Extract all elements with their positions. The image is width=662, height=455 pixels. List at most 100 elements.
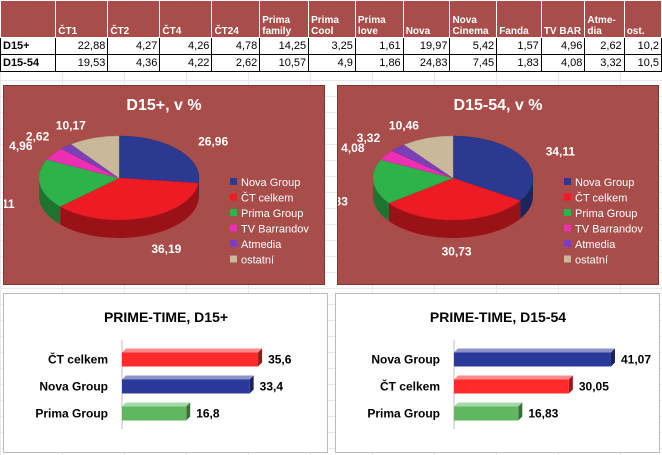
legend-entry[interactable]: ČT celkem (241, 192, 293, 205)
table-cell[interactable]: 2,62 (211, 54, 261, 72)
pie-slice-prima-group[interactable] (372, 159, 454, 204)
table-corner-cell (0, 0, 57, 38)
legend-entry[interactable]: Prima Group (575, 208, 637, 220)
table-cell[interactable]: 1,57 (496, 37, 542, 55)
table-cell[interactable]: 4,08 (540, 54, 586, 72)
column-header: Nova (402, 0, 451, 38)
table-cell[interactable]: 4,78 (211, 37, 261, 55)
chart-title: D15-54, v % (454, 97, 543, 114)
table-cell[interactable]: 14,25 (259, 37, 310, 55)
legend-entry[interactable]: TV Barrandov (241, 224, 309, 236)
legend-entry[interactable]: Nova Group (241, 177, 300, 189)
table-cell[interactable]: 3,25 (308, 37, 356, 55)
legend-swatch (564, 193, 571, 201)
table-cell[interactable]: 4,27 (107, 37, 161, 55)
bar-side-face (610, 348, 615, 367)
legend-swatch (564, 178, 571, 185)
pie-chart-canvas: D15+, v % 26,96 36,19 19,11 4,962,62 10,17 Nov… (4, 97, 309, 267)
pie-chart-canvas: D15-54, v % 34,11 30,73 17,33 4,083,32 10,46 N… (338, 97, 643, 267)
bar-top-face (454, 348, 615, 353)
table-cell[interactable]: 24,83 (402, 54, 451, 72)
bar-data-label: 33,4 (260, 380, 284, 394)
table-cell[interactable]: 1,83 (496, 54, 542, 72)
bar-chart-primetime-d15-54[interactable]: PRIME-TIME, D15-54 Nova Group 41,07 ČT celk… (335, 293, 660, 453)
pie-data-label: 3,32 (357, 131, 381, 145)
table-cell[interactable]: 10,5 (623, 54, 662, 72)
pie-slice-side (60, 183, 199, 238)
pie-slice-ostatn-[interactable] (403, 135, 454, 179)
bar-nova-group[interactable] (454, 352, 611, 367)
pie-slices (38, 135, 200, 221)
ratings-table: ČT1 ČT2 ČT4 ČT24 Prima family Prima Cool… (0, 0, 662, 72)
table-cell[interactable]: 4,22 (159, 54, 213, 72)
legend-entry[interactable]: Prima Group (241, 208, 303, 220)
bar-side-face (568, 375, 573, 394)
table-cell[interactable]: 10,2 (623, 37, 662, 55)
bar-top-face (122, 375, 254, 380)
column-header: ČT1 (55, 0, 109, 38)
bar-data-label: 30,05 (579, 380, 609, 394)
bar-side-face (258, 348, 263, 367)
pie-chart-d15plus[interactable]: D15+, v % 26,96 36,19 19,11 4,962,62 10,17 Nov… (3, 85, 325, 285)
bar-side-face (249, 375, 254, 394)
table-cell[interactable]: 4,9 (308, 54, 356, 72)
legend-entry[interactable]: ostatní (241, 255, 274, 267)
bar-nova-group[interactable] (122, 379, 250, 394)
column-header: ČT24 (211, 0, 261, 38)
table-cell[interactable]: 19,53 (55, 54, 109, 72)
category-label: Prima Group (35, 407, 108, 421)
column-header: TV BAR (540, 0, 586, 38)
bar-prima-group[interactable] (122, 406, 187, 421)
pie-data-label: 2,62 (26, 129, 50, 143)
legend-entry[interactable]: TV Barrandov (575, 224, 643, 236)
bar-top-face (122, 348, 263, 353)
bar-side-face (518, 402, 523, 421)
legend-entry[interactable]: Nova Group (575, 177, 634, 189)
legend-entry[interactable]: Atmedia (241, 239, 282, 251)
pie-chart-d15-54[interactable]: D15-54, v % 34,11 30,73 17,33 4,083,32 10,46 N… (337, 85, 659, 285)
table-cell[interactable]: 10,57 (259, 54, 310, 72)
table-cell[interactable]: 1,61 (354, 37, 404, 55)
legend-entry[interactable]: ČT celkem (575, 192, 627, 205)
legend-entry[interactable]: Atmedia (575, 239, 616, 251)
pie-slice--t-celkem[interactable] (388, 177, 521, 221)
table-cell[interactable]: 2,62 (584, 37, 625, 55)
pie-data-label: 10,17 (56, 118, 86, 132)
legend-swatch (230, 178, 237, 185)
bar-prima-group[interactable] (454, 406, 519, 421)
legend-swatch (230, 255, 237, 263)
pie-slice-side (373, 178, 389, 222)
bar-top-face (122, 402, 191, 407)
bar--t-celkem[interactable] (122, 352, 259, 367)
pie-slices (372, 135, 534, 221)
pie-data-label: 17,33 (338, 194, 348, 208)
pie-data-label: 34,11 (546, 144, 576, 158)
table-cell[interactable]: 1,86 (354, 54, 404, 72)
bar--t-celkem[interactable] (454, 379, 569, 394)
bar-top-face (454, 375, 573, 380)
legend-entry[interactable]: ostatní (575, 255, 608, 267)
pie-slice-prima-group[interactable] (38, 159, 120, 207)
table-cell[interactable]: 4,26 (159, 37, 213, 55)
chart-title: PRIME-TIME, D15+ (104, 309, 228, 325)
pie-slice-side (388, 200, 521, 239)
table-cell[interactable]: 22,88 (55, 37, 109, 55)
bar-data-label: 35,6 (268, 353, 292, 367)
table-cell[interactable]: 7,45 (449, 54, 498, 72)
table-cell[interactable]: 3,32 (584, 54, 625, 72)
category-label: ČT celkem (380, 379, 440, 394)
bar-chart-canvas: PRIME-TIME, D15+ ČT celkem 35,6 Nova Group 3… (35, 309, 292, 429)
table-cell[interactable]: 5,42 (449, 37, 498, 55)
bar-data-label: 16,8 (196, 407, 220, 421)
bar-chart-primetime-d15plus[interactable]: PRIME-TIME, D15+ ČT celkem 35,6 Nova Group 3… (3, 293, 328, 453)
bar-side-face (186, 402, 191, 421)
pie-data-label: 4,96 (9, 139, 33, 153)
pie-data-label: 30,73 (442, 244, 472, 258)
pie-slice--t-celkem[interactable] (59, 177, 199, 221)
pie-slice-ostatn-[interactable] (70, 135, 120, 179)
table-cell[interactable]: 19,97 (402, 37, 451, 55)
table-cell[interactable]: 4,96 (540, 37, 586, 55)
pie-slice-nova-group[interactable] (118, 135, 200, 184)
table-cell[interactable]: 4,36 (107, 54, 161, 72)
chart-title: PRIME-TIME, D15-54 (430, 309, 566, 325)
